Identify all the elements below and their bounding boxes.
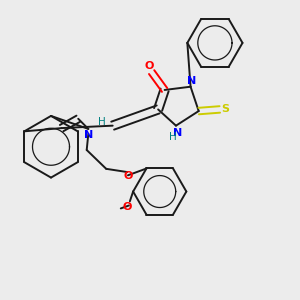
Text: H: H <box>98 117 106 127</box>
Text: N: N <box>84 130 93 140</box>
Text: N: N <box>173 128 182 138</box>
Text: N: N <box>187 76 196 86</box>
Text: O: O <box>123 202 132 212</box>
Text: O: O <box>144 61 154 71</box>
Text: H: H <box>169 132 177 142</box>
Text: S: S <box>222 104 230 114</box>
Text: O: O <box>123 171 133 181</box>
